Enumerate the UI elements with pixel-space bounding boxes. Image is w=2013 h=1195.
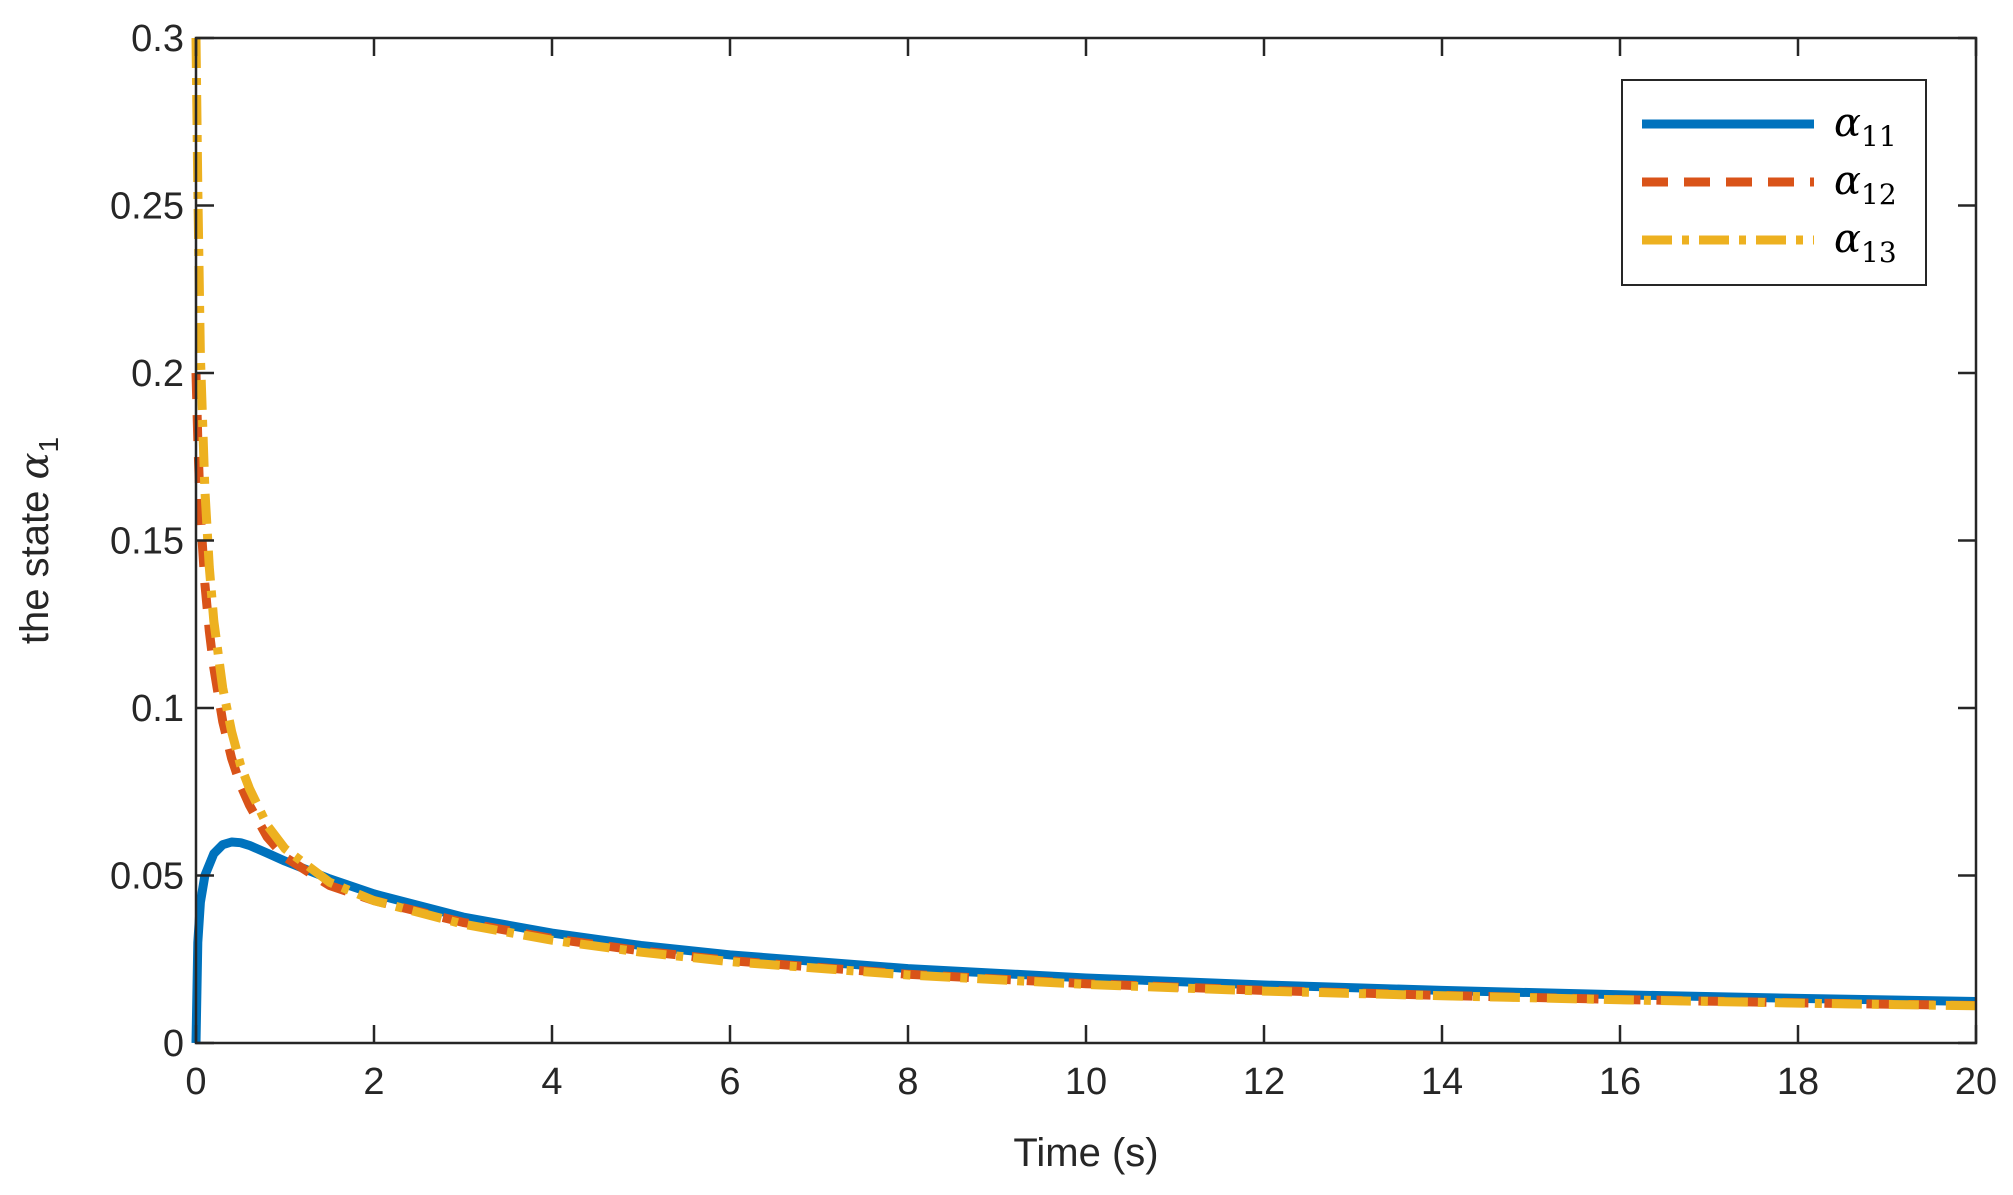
x-axis-label: Time (s) [1013,1131,1158,1175]
y-tick-label: 0.05 [110,856,184,898]
x-tick-label: 20 [1955,1061,1997,1103]
x-tick-labels: 0 2 4 6 8 10 12 14 16 18 20 [185,1061,1997,1103]
x-tick-label: 12 [1243,1061,1285,1103]
ticks-layer [194,36,1978,1045]
legend-label-subscript: 12 [1861,178,1897,211]
x-tick-label: 18 [1777,1061,1819,1103]
series-layer [191,37,1977,1044]
y-tick-label: 0.1 [131,688,184,730]
legend-label-subscript: 13 [1861,236,1897,269]
x-tick-label: 14 [1421,1061,1463,1103]
legend-label-1: α11 [1834,100,1897,153]
legend-label-3: α13 [1834,216,1897,269]
series-line-1 [191,837,1977,1044]
x-tick-label: 16 [1599,1061,1641,1103]
y-tick-label: 0.2 [131,353,184,395]
x-tick-label: 4 [541,1061,562,1103]
x-tick-label: 2 [363,1061,384,1103]
x-tick-label: 0 [185,1061,206,1103]
y-axis-label: the state α1 [12,437,64,644]
legend-label-symbol: α [1834,158,1861,204]
y-tick-label: 0.15 [110,521,184,563]
x-tick-label: 10 [1065,1061,1107,1103]
legend-label-symbol: α [1834,216,1861,262]
x-tick-label: 6 [719,1061,740,1103]
y-axis-label-text: the state [13,480,57,645]
y-tick-label: 0 [163,1023,184,1065]
legend-label-subscript: 11 [1861,120,1897,153]
y-axis-label-subscript: 1 [33,437,64,453]
legend-label-2: α12 [1834,158,1897,211]
y-tick-labels: 0 0.05 0.1 0.15 0.2 0.25 0.3 [110,18,184,1065]
y-tick-label: 0.25 [110,186,184,228]
x-tick-label: 8 [897,1061,918,1103]
legend-label-symbol: α [1834,100,1861,146]
y-axis-label-symbol: α [12,453,58,480]
y-tick-label: 0.3 [131,18,184,60]
series-line-3 [191,37,1977,1011]
